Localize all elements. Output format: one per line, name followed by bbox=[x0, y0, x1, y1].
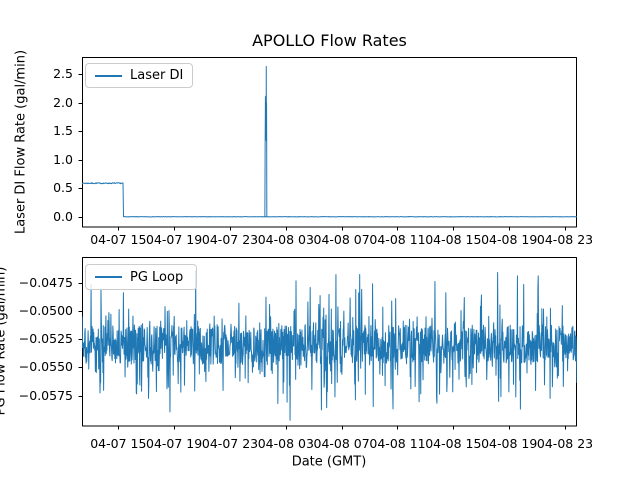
y-axis-label-top: Laser DI Flow Rate (gal/min) bbox=[13, 49, 29, 235]
chart-title: APOLLO Flow Rates bbox=[252, 31, 407, 50]
legend-line-sample bbox=[95, 74, 122, 77]
legend-label: Laser DI bbox=[130, 68, 184, 83]
legend-line-sample bbox=[95, 276, 122, 278]
legend-label: PG Loop bbox=[130, 269, 184, 285]
legend-pg-loop: PG Loop bbox=[85, 264, 197, 290]
x-axis-label: Date (GMT) bbox=[291, 454, 367, 470]
y-axis-label-bottom: PG Flow Rate (gal/min) bbox=[0, 266, 9, 416]
legend-laser-di: Laser DI bbox=[85, 63, 193, 88]
